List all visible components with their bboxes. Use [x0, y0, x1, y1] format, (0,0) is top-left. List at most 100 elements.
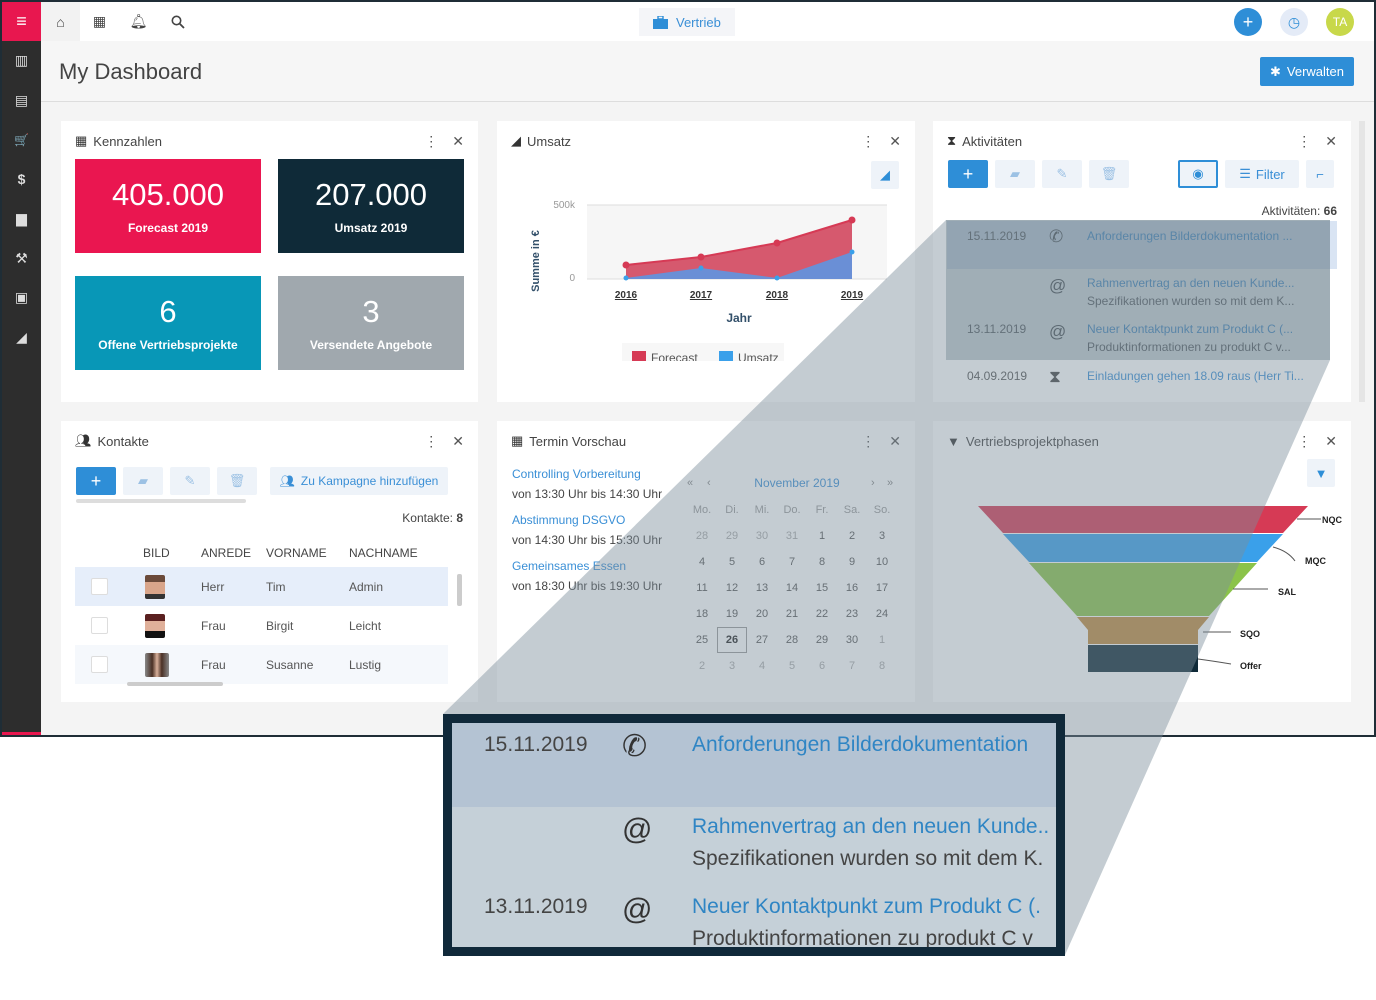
open-button[interactable]: ▰ — [995, 160, 1035, 188]
history-button[interactable]: ◷ — [1280, 8, 1308, 36]
event-title[interactable]: Abstimmung DSGVO — [512, 513, 626, 527]
prev-year-button[interactable]: « — [687, 477, 694, 489]
next-year-button[interactable]: » — [887, 477, 894, 489]
calendar-day-outside[interactable]: 3 — [728, 660, 736, 672]
column-header-nachname[interactable]: NACHNAME — [349, 546, 418, 560]
more-icon[interactable]: ⋮ — [424, 432, 439, 449]
calendar-day-outside[interactable]: 4 — [758, 660, 766, 672]
calendar-day[interactable]: 11 — [696, 582, 708, 594]
calendar-day[interactable]: 17 — [875, 582, 889, 594]
calendar-day[interactable]: 26 — [717, 627, 747, 653]
table-horizontal-scrollbar[interactable] — [127, 682, 223, 686]
calendar-day-outside[interactable]: 31 — [785, 530, 799, 542]
calendar-day-outside[interactable]: 2 — [698, 660, 706, 672]
calendar-day[interactable]: 13 — [755, 582, 769, 594]
calendar-day[interactable]: 27 — [755, 634, 769, 646]
calendar-day[interactable]: 10 — [875, 556, 889, 568]
calendar-day[interactable]: 4 — [698, 556, 706, 568]
more-icon[interactable]: ⋮ — [424, 132, 439, 149]
calendar-day-outside[interactable]: 8 — [878, 660, 886, 672]
edit-button[interactable]: ✎ — [170, 467, 210, 495]
row-checkbox[interactable] — [91, 578, 108, 595]
user-avatar[interactable]: TA — [1326, 8, 1354, 36]
activity-title[interactable]: Rahmenvertrag an den neuen Kunde... — [1087, 276, 1295, 290]
calendar-day[interactable]: 30 — [845, 634, 859, 646]
calendar-day-outside[interactable]: 30 — [755, 530, 769, 542]
delete-button[interactable]: 🗑︎ — [217, 467, 257, 495]
event-title[interactable]: Controlling Vorbereitung — [512, 467, 641, 481]
kpi-tile-open-projects[interactable]: 6 Offene Vertriebsprojekte — [75, 276, 261, 370]
activity-title[interactable]: Anforderungen Bilderdokumentation ... — [1087, 229, 1293, 243]
chart-type-button[interactable]: ◢ — [871, 161, 899, 189]
context-switcher[interactable]: Vertrieb — [639, 8, 735, 36]
add-contact-button[interactable]: + — [76, 467, 116, 495]
calendar-day[interactable]: 5 — [728, 556, 736, 568]
calendar-day[interactable]: 16 — [845, 582, 859, 594]
table-row[interactable]: Frau Susanne Lustig — [75, 645, 448, 684]
sidebar-item-finance[interactable]: $ — [2, 160, 41, 200]
quick-add-button[interactable]: + — [1234, 8, 1262, 36]
calendar-day[interactable]: 22 — [815, 608, 829, 620]
row-checkbox[interactable] — [91, 656, 108, 673]
sidebar-item-tools[interactable]: ⚒ — [2, 239, 41, 279]
calendar-day[interactable]: 18 — [695, 608, 709, 620]
sidebar-item-documents[interactable]: ▆ — [2, 199, 41, 239]
calendar-day[interactable]: 3 — [878, 530, 886, 542]
delete-button[interactable]: 🗑︎ — [1089, 160, 1129, 188]
calendar-day[interactable]: 24 — [875, 608, 889, 620]
sidebar-item-contracts[interactable]: ▤ — [2, 81, 41, 121]
calendar-day[interactable]: 14 — [785, 582, 799, 594]
calendar-day-outside[interactable]: 7 — [848, 660, 856, 672]
add-activity-button[interactable]: + — [948, 160, 988, 188]
home-button[interactable]: ⌂ — [41, 2, 80, 41]
calendar-day[interactable]: 23 — [845, 608, 859, 620]
close-icon[interactable]: ✕ — [452, 432, 464, 449]
close-icon[interactable]: ✕ — [452, 132, 464, 149]
close-icon[interactable]: ✕ — [1325, 432, 1337, 449]
more-icon[interactable]: ⋮ — [1297, 132, 1312, 149]
filter-button[interactable]: ☰ Filter — [1225, 160, 1299, 188]
next-month-button[interactable]: › — [871, 477, 875, 489]
activity-title[interactable]: Einladungen gehen 18.09 raus (Herr Ti... — [1087, 369, 1304, 383]
calendar-day-outside[interactable]: 29 — [725, 530, 739, 542]
sort-button[interactable]: ⌐ — [1306, 160, 1334, 188]
activity-row[interactable]: 15.11.2019 ✆ Anforderungen Bilderdokumen… — [947, 221, 1337, 269]
calendar-day[interactable]: 12 — [725, 582, 739, 594]
calendar-day[interactable]: 19 — [725, 608, 739, 620]
calendar-day-outside[interactable]: 6 — [818, 660, 826, 672]
edit-button[interactable]: ✎ — [1042, 160, 1082, 188]
notifications-button[interactable]: 🔔︎ — [119, 2, 158, 41]
add-to-campaign-button[interactable]: 👥︎ Zu Kampagne hinzufügen — [270, 467, 448, 495]
kpi-tile-offers[interactable]: 3 Versendete Angebote — [278, 276, 464, 370]
legend-umsatz[interactable]: Umsatz — [738, 351, 779, 361]
calendar-day[interactable]: 1 — [818, 530, 826, 542]
close-icon[interactable]: ✕ — [1325, 132, 1337, 149]
view-toggle-button[interactable]: ◉ — [1178, 160, 1218, 188]
funnel-type-button[interactable]: ▼ — [1307, 459, 1335, 487]
legend-forecast[interactable]: Forecast — [651, 351, 698, 361]
calendar-day[interactable]: 25 — [695, 634, 709, 646]
calendar-day[interactable]: 2 — [848, 530, 856, 542]
more-icon[interactable]: ⋮ — [1297, 432, 1312, 449]
calendar-day-outside[interactable]: 5 — [788, 660, 796, 672]
close-icon[interactable]: ✕ — [889, 132, 901, 149]
calendar-day[interactable]: 20 — [755, 608, 769, 620]
calendar-day[interactable]: 9 — [848, 556, 856, 568]
activity-title[interactable]: Neuer Kontaktpunkt zum Produkt C (... — [1087, 322, 1294, 336]
toolbar-scrollbar[interactable] — [76, 499, 246, 503]
sidebar-item-dashboard[interactable]: ▥ — [2, 41, 41, 81]
table-row[interactable]: Frau Birgit Leicht — [75, 606, 448, 645]
page-scrollbar[interactable] — [1359, 121, 1365, 402]
calendar-day[interactable]: 21 — [785, 608, 799, 620]
manage-button[interactable]: ✱ Verwalten — [1260, 57, 1354, 86]
table-vertical-scrollbar[interactable] — [457, 574, 462, 606]
prev-month-button[interactable]: ‹ — [707, 477, 711, 489]
table-row[interactable]: Herr Tim Admin — [75, 567, 448, 606]
more-icon[interactable]: ⋮ — [861, 432, 876, 449]
search-button[interactable] — [158, 2, 197, 41]
sidebar-item-money[interactable]: ▣ — [2, 278, 41, 318]
activity-row[interactable]: 04.09.2019 ⧗ Einladungen gehen 18.09 rau… — [947, 367, 1337, 393]
row-checkbox[interactable] — [91, 617, 108, 634]
hamburger-menu-button[interactable]: ≡ — [2, 2, 41, 41]
event-title[interactable]: Gemeinsames Essen — [512, 559, 627, 573]
